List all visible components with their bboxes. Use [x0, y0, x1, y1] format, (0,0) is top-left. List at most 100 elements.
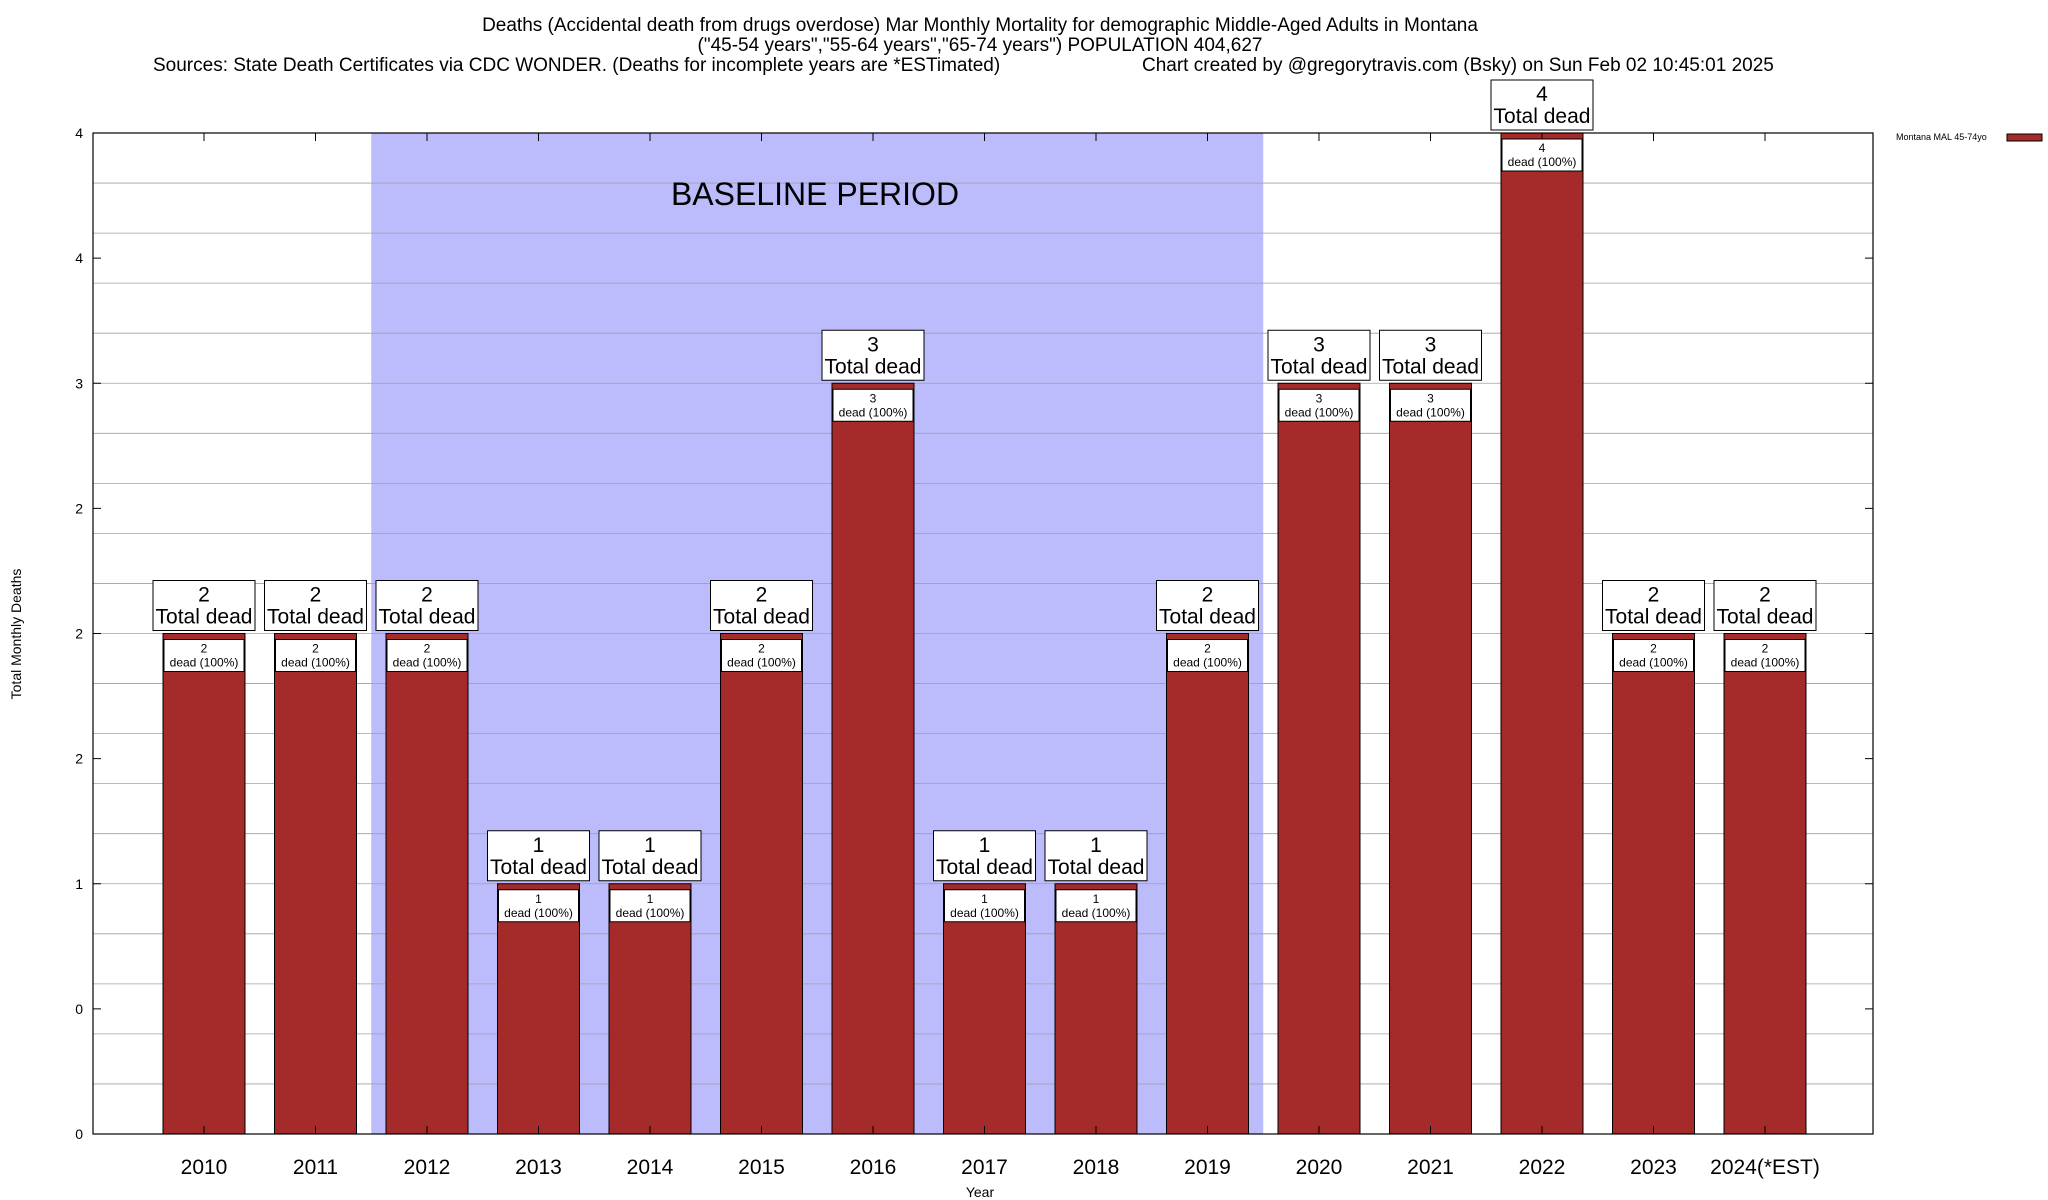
bar-inner-label-text: dead (100%) [727, 656, 796, 670]
bar-total-label-box [152, 580, 256, 631]
bar-inner-label-count: 1 [535, 892, 542, 906]
x-tick-label: 2024(*EST) [1710, 1156, 1820, 1179]
bar-inner-label-text: dead (100%) [1173, 656, 1242, 670]
bar-total-label-text: Total dead [1159, 606, 1256, 629]
bar [385, 633, 469, 1135]
bar-total-label-box [598, 830, 702, 882]
bar-inner-label-text: dead (100%) [1731, 656, 1800, 670]
x-tick-label: 2021 [1407, 1156, 1454, 1179]
bar-inner-label-box [163, 639, 245, 672]
x-tick-label: 2010 [181, 1156, 228, 1179]
bar-total-label-text: Total dead [490, 856, 587, 879]
y-axis-label: Total Monthly Deaths [8, 569, 24, 700]
bar-total-label-text: Total dead [1271, 355, 1368, 378]
x-tick-label: 2023 [1630, 1156, 1677, 1179]
x-tick-label: 2013 [515, 1156, 562, 1179]
bar-inner-label-box [1167, 639, 1248, 672]
bar-total-label-text: Total dead [1605, 606, 1702, 629]
bar-total-label-box [933, 830, 1036, 882]
bar-total-label-count: 2 [421, 584, 433, 607]
bar-total-label-count: 2 [310, 584, 322, 607]
bar-inner-label-count: 2 [758, 642, 765, 656]
x-ticks-layer: 2010 2011 2012 2013 2014 2015 2016 2017 2018 2019… [181, 133, 1820, 1179]
bar [274, 633, 357, 1135]
x-tick-label: 2019 [1184, 1156, 1231, 1179]
bar-inner-label-count: 2 [1204, 642, 1211, 656]
bar-total-label-text: Total dead [936, 856, 1033, 879]
x-tick-label: 2011 [293, 1156, 338, 1179]
bar-total-label-count: 3 [867, 333, 879, 356]
bar-inner-label-text: dead (100%) [1619, 656, 1688, 670]
bar-inner-label-box [1724, 639, 1806, 672]
bar [497, 883, 580, 1135]
bar-total-label-box [1713, 580, 1817, 631]
bar-inner-label-box [609, 889, 691, 923]
bar-total-label-text: Total dead [156, 606, 253, 629]
bar-total-label-box [264, 580, 367, 631]
legend-entry-label: Montana MAL 45-74yo [1896, 132, 1987, 142]
bar [162, 633, 246, 1135]
bar-total-label-text: Total dead [1717, 606, 1814, 629]
bar [943, 883, 1026, 1135]
bar-total-label-count: 1 [979, 834, 991, 857]
bar-inner-label-box [832, 388, 914, 422]
x-tick-label: 2022 [1519, 1156, 1566, 1179]
bar-total-label-count: 1 [644, 834, 656, 857]
bar-inner-label-box [721, 639, 802, 672]
x-tick-label: 2016 [850, 1156, 897, 1179]
bar-total-label-count: 4 [1536, 83, 1548, 106]
x-axis-label: Year [966, 1184, 995, 1200]
bar-inner-label-box [1390, 388, 1471, 422]
bar-total-label-count: 2 [756, 584, 768, 607]
bar-inner-label-count: 1 [1093, 892, 1100, 906]
bar [1054, 883, 1138, 1135]
baseline-period-label: BASELINE PERIOD [671, 176, 959, 212]
bar-total-label-text: Total dead [1382, 355, 1479, 378]
bar-total-label-box [1490, 79, 1594, 131]
bar-inner-label-box [386, 639, 468, 672]
bar-total-label-text: Total dead [1494, 105, 1591, 128]
bar-inner-label-count: 3 [1316, 391, 1323, 405]
chart-credit: Chart created by @gregorytravis.com (Bsk… [1142, 55, 1774, 76]
bar-inner-label-box [275, 639, 356, 672]
bar-inner-label-count: 1 [647, 892, 654, 906]
bar-inner-label-count: 2 [1762, 642, 1769, 656]
bar-inner-label-text: dead (100%) [950, 906, 1019, 920]
y-tick-label: 4 [75, 125, 83, 141]
bar [1612, 633, 1695, 1135]
bar-total-label-count: 1 [533, 834, 545, 857]
bar-inner-label-text: dead (100%) [393, 656, 462, 670]
bar-inner-label-count: 2 [1650, 642, 1657, 656]
bar-total-label-count: 3 [1313, 333, 1325, 356]
x-tick-label: 2015 [738, 1156, 785, 1179]
bar-inner-label-text: dead (100%) [281, 656, 350, 670]
bar-inner-label-text: dead (100%) [1285, 405, 1354, 419]
x-tick-label: 2020 [1296, 1156, 1343, 1179]
x-tick-label: 2018 [1073, 1156, 1120, 1179]
bar [1277, 382, 1361, 1135]
bar-total-label-count: 3 [1425, 333, 1437, 356]
legend: Montana MAL 45-74yo [1896, 132, 2043, 142]
chart-sources: Sources: State Death Certificates via CD… [153, 55, 1000, 76]
bar-total-label-box [1267, 329, 1371, 381]
bar-inner-label-box [944, 889, 1025, 923]
bar-inner-label-count: 4 [1539, 141, 1546, 155]
bar-total-label-text: Total dead [1048, 856, 1145, 879]
bars-layer [162, 132, 1807, 1135]
